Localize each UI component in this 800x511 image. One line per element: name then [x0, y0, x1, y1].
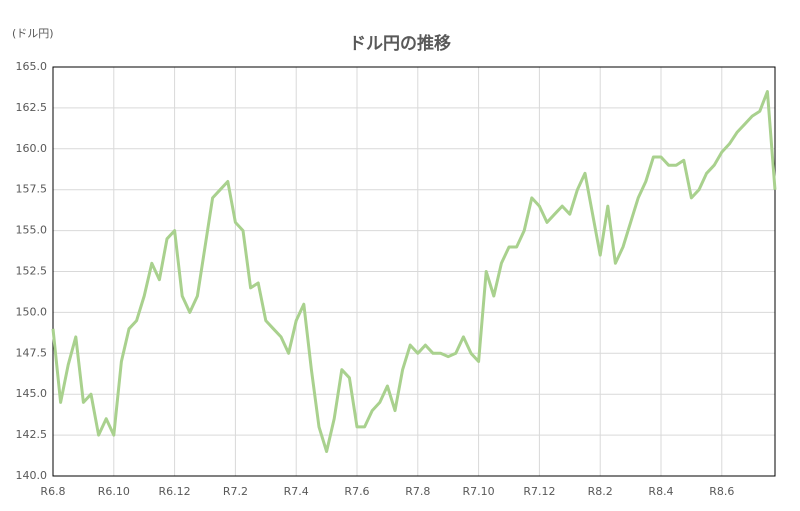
x-tick-label: R6.8 — [40, 485, 65, 498]
y-tick-label: 147.5 — [16, 346, 48, 359]
y-tick-label: 140.0 — [16, 469, 48, 482]
x-tick-label: R8.6 — [709, 485, 734, 498]
chart-title: ドル円の推移 — [349, 33, 451, 54]
x-tick-label: R7.12 — [523, 485, 555, 498]
y-tick-label: 162.5 — [16, 101, 48, 114]
y-tick-label: 165.0 — [16, 60, 48, 73]
y-tick-label: 155.0 — [16, 224, 48, 237]
x-tick-label: R6.10 — [98, 485, 130, 498]
x-tick-label: R7.8 — [405, 485, 430, 498]
x-tick-label: R7.2 — [223, 485, 248, 498]
y-tick-label: 142.5 — [16, 428, 48, 441]
y-tick-label: 145.0 — [16, 387, 48, 400]
x-tick-label: R7.4 — [284, 485, 309, 498]
plot-border — [52, 66, 776, 477]
y-tick-label: 157.5 — [16, 183, 48, 196]
unit-label: (ドル円) — [12, 27, 54, 40]
x-tick-label: R7.10 — [463, 485, 495, 498]
y-tick-label: 150.0 — [16, 305, 48, 318]
y-tick-label: 152.5 — [16, 265, 48, 278]
x-tick-label: R7.6 — [344, 485, 369, 498]
line-series — [51, 90, 777, 453]
x-tick-label: R6.12 — [159, 485, 191, 498]
y-tick-label: 160.0 — [16, 142, 48, 155]
x-tick-label: R8.4 — [648, 485, 673, 498]
x-tick-label: R8.2 — [588, 485, 613, 498]
